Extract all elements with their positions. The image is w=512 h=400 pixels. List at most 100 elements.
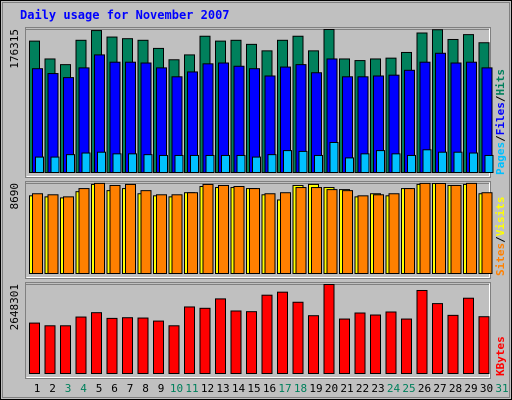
legend-entry-files: Files: [494, 102, 507, 135]
legend-entry-visits: Visits: [494, 197, 507, 237]
bar-sites-26: [419, 182, 431, 275]
bar-sites-17: [280, 192, 291, 275]
x-tick-label-10: 10: [170, 382, 183, 395]
bar-pages-9: [159, 154, 168, 174]
x-tick-label-22: 22: [356, 382, 369, 395]
panel-box: [25, 282, 491, 379]
x-tick-label-7: 7: [127, 382, 134, 395]
x-tick-label-23: 23: [371, 382, 384, 395]
bar-sites-18: [295, 187, 307, 274]
x-tick-label-8: 8: [142, 382, 149, 395]
x-tick-label-15: 15: [247, 382, 260, 395]
bar-kbytes-3: [60, 325, 71, 374]
bar-pages-2: [50, 156, 60, 173]
bar-kbytes-18: [292, 301, 304, 375]
bar-sites-23: [373, 194, 384, 274]
bar-pages-4: [81, 152, 91, 173]
bar-pages-7: [128, 153, 137, 173]
bar-kbytes-1: [29, 322, 40, 375]
x-tick-label-1: 1: [34, 382, 41, 395]
bar-kbytes-14: [230, 310, 242, 375]
x-axis-labels: 1 2 3 4 5 6 7 8 9 10 11 12 13 14 15 16 17 18 19 20 21 22 23 24 2…: [34, 382, 509, 395]
bar-pages-25: [407, 154, 416, 174]
bar-kbytes-11: [184, 306, 195, 374]
x-tick-label-29: 29: [464, 382, 477, 395]
x-tick-label-25: 25: [402, 382, 415, 395]
x-tick-label-6: 6: [111, 382, 118, 395]
bar-kbytes-5: [91, 312, 102, 375]
bar-sites-10: [171, 194, 183, 274]
bar-pages-30: [484, 154, 494, 174]
x-tick-label-4: 4: [80, 382, 87, 395]
panel-visits-sites: 8690 Sites/Visits: [8, 181, 507, 279]
bar-pages-27: [438, 151, 447, 173]
bar-pages-19: [314, 154, 323, 174]
panels: 176315Pages/Files/Hits8690Sites/Visits26…: [8, 27, 507, 379]
bar-sites-16: [264, 193, 276, 274]
x-tick-label-19: 19: [309, 382, 322, 395]
bar-sites-6: [109, 184, 121, 274]
bar-sites-4: [78, 188, 90, 274]
x-tick-label-13: 13: [216, 382, 229, 395]
bar-kbytes-29: [463, 297, 474, 375]
x-tick-label-3: 3: [65, 382, 72, 395]
x-tick-label-21: 21: [340, 382, 353, 395]
bar-kbytes-8: [137, 317, 149, 374]
x-tick-label-24: 24: [387, 382, 401, 395]
bar-pages-12: [205, 154, 215, 174]
x-tick-label-16: 16: [263, 382, 276, 395]
bar-kbytes-9: [153, 320, 164, 375]
bar-pages-13: [221, 154, 230, 174]
legend-entry-sites: Sites: [494, 243, 507, 276]
bar-kbytes-10: [168, 325, 180, 374]
legend-entry-pages: Pages: [494, 142, 507, 175]
x-tick-label-30: 30: [480, 382, 493, 395]
bar-pages-18: [298, 150, 308, 173]
legend-separator: /: [494, 95, 507, 102]
bar-sites-27: [435, 183, 446, 274]
x-tick-label-18: 18: [294, 382, 307, 395]
bar-pages-17: [283, 150, 292, 174]
bar-sites-1: [32, 193, 43, 274]
bar-kbytes-21: [339, 318, 350, 375]
bar-sites-22: [357, 195, 369, 274]
bar-pages-20: [329, 141, 339, 174]
x-tick-label-27: 27: [433, 382, 446, 395]
y-max-label: 8690: [8, 183, 21, 210]
legend-visits-sites: Sites/Visits: [494, 197, 507, 277]
bar-pages-21: [345, 157, 354, 173]
bar-kbytes-28: [447, 314, 459, 374]
y-max-label: 176315: [8, 29, 21, 69]
bar-sites-20: [326, 189, 338, 274]
bar-pages-5: [97, 151, 106, 173]
bar-kbytes-23: [370, 314, 381, 375]
bar-sites-12: [202, 183, 214, 274]
x-tick-label-31: 31: [495, 382, 508, 395]
x-tick-label-9: 9: [158, 382, 165, 395]
bar-kbytes-30: [478, 316, 490, 375]
bar-pages-14: [236, 154, 246, 174]
bar-pages-1: [35, 156, 44, 173]
legend-separator: /: [494, 236, 507, 243]
x-tick-label-5: 5: [96, 382, 103, 395]
bar-sites-13: [218, 184, 229, 274]
x-tick-label-2: 2: [49, 382, 56, 395]
bar-sites-24: [388, 193, 400, 274]
x-tick-label-28: 28: [449, 382, 462, 395]
bar-kbytes-17: [277, 291, 288, 375]
bar-kbytes-13: [215, 298, 226, 374]
bar-kbytes-20: [323, 284, 335, 374]
chart-title: Daily usage for November 2007: [20, 8, 230, 22]
legend-entry-kbytes: KBytes: [494, 336, 507, 376]
bar-kbytes-26: [416, 289, 428, 374]
bar-pages-23: [376, 150, 385, 174]
bar-kbytes-16: [261, 294, 273, 374]
bar-kbytes-27: [432, 303, 443, 374]
bar-sites-29: [466, 182, 477, 275]
bar-kbytes-22: [354, 312, 366, 375]
bar-kbytes-24: [385, 311, 397, 374]
bar-pages-15: [252, 156, 261, 173]
bar-kbytes-4: [75, 316, 87, 375]
